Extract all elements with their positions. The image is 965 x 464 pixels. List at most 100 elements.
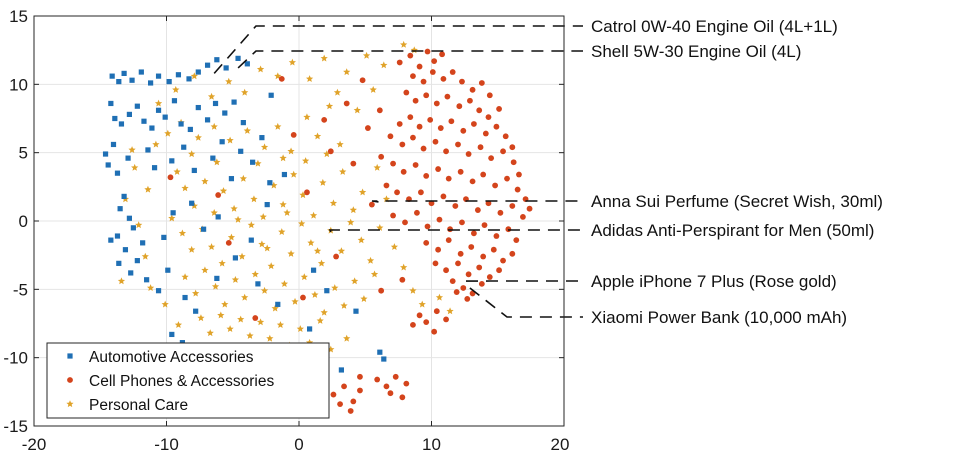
data-point [514, 186, 521, 193]
data-point [400, 263, 408, 271]
data-point [264, 202, 270, 208]
data-point [221, 300, 229, 308]
data-point [279, 200, 287, 208]
data-point [299, 191, 307, 199]
data-point [237, 315, 245, 323]
data-point [225, 77, 233, 85]
legend-label: Personal Care [89, 397, 188, 414]
data-point [194, 133, 202, 141]
grid [33, 15, 565, 427]
data-point [488, 155, 495, 162]
data-point [135, 221, 143, 229]
data-point [353, 308, 359, 314]
data-point [161, 300, 169, 308]
annotation-label: Catrol 0W-40 Engine Oil (4L+1L) [591, 17, 838, 36]
data-point [191, 167, 197, 174]
data-point [440, 75, 447, 82]
data-point [358, 188, 367, 196]
data-point [452, 203, 459, 209]
data-point [390, 212, 396, 219]
data-point [471, 121, 477, 127]
data-point [161, 234, 167, 240]
data-point [204, 62, 211, 68]
data-point [214, 57, 220, 63]
data-point [227, 233, 236, 241]
data-point [343, 334, 351, 342]
data-point [231, 275, 240, 283]
data-point [134, 103, 140, 109]
data-point [201, 266, 209, 274]
data-point [526, 205, 533, 212]
data-point [365, 125, 371, 131]
data-point [169, 331, 175, 338]
data-point [399, 276, 406, 283]
legend-label: Automotive Accessories [89, 349, 254, 366]
data-point [256, 318, 265, 326]
data-point [460, 285, 467, 291]
data-point [449, 69, 456, 75]
data-point [254, 159, 262, 167]
data-point [431, 58, 438, 64]
data-point [497, 209, 504, 216]
data-point [239, 174, 247, 182]
data-point [172, 86, 180, 93]
data-point [303, 113, 311, 121]
data-point [424, 223, 431, 230]
data-point [210, 155, 216, 161]
data-point [469, 86, 476, 93]
data-point [343, 100, 350, 107]
data-point [480, 171, 487, 178]
data-point [117, 277, 126, 285]
data-point [402, 219, 408, 226]
data-point [214, 275, 220, 281]
data-point [410, 321, 416, 328]
data-point [170, 210, 176, 216]
data-point [290, 132, 297, 138]
data-point [362, 51, 371, 59]
data-point [369, 86, 377, 93]
data-point [186, 76, 192, 82]
data-point [141, 118, 147, 124]
data-point [125, 155, 131, 161]
data-point [449, 278, 456, 285]
data-point [321, 116, 328, 123]
data-point [478, 80, 485, 86]
data-point [407, 52, 414, 59]
data-point [459, 78, 465, 85]
data-point [118, 121, 125, 127]
data-point [267, 262, 275, 270]
data-point [324, 288, 330, 294]
annotation-leader [213, 25, 583, 74]
x-tick-label: 10 [422, 435, 441, 454]
x-tick-label: -10 [154, 435, 179, 454]
data-point [238, 148, 244, 154]
data-point [420, 78, 427, 85]
data-point [190, 72, 198, 80]
data-point [368, 201, 375, 208]
data-point [307, 326, 313, 332]
data-point [407, 114, 414, 121]
data-point [207, 92, 216, 100]
data-point [126, 215, 132, 221]
data-point [359, 77, 366, 84]
data-point [399, 394, 406, 401]
data-point [304, 189, 310, 196]
data-point [459, 219, 465, 226]
data-point [387, 133, 394, 140]
data-point [390, 160, 396, 167]
data-point [110, 141, 117, 148]
data-point [218, 259, 226, 267]
data-point [378, 153, 385, 160]
data-point [337, 401, 343, 408]
data-point [188, 150, 196, 158]
data-point [433, 308, 440, 315]
data-point [510, 159, 517, 166]
data-point [232, 255, 238, 261]
data-point [167, 174, 174, 181]
data-point [219, 139, 225, 145]
data-point [105, 162, 111, 168]
data-point [256, 65, 265, 73]
data-point [347, 408, 354, 414]
data-point [197, 314, 205, 322]
